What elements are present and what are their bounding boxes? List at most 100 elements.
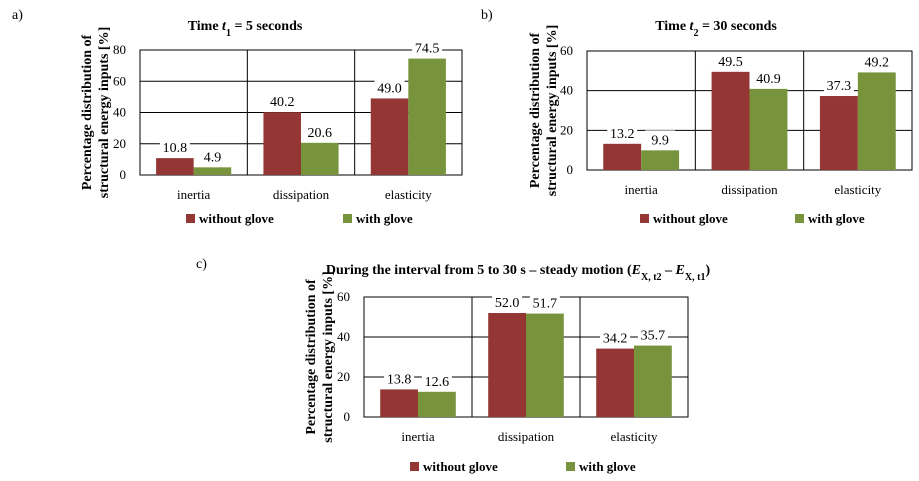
bar-with-glove bbox=[641, 150, 680, 170]
chart-title-part: 1 bbox=[226, 28, 231, 39]
y-tick-label: 0 bbox=[120, 167, 127, 182]
data-label-bg bbox=[645, 130, 676, 148]
chart-title-part: – bbox=[662, 263, 676, 278]
chart-title: Time t2 = 30 seconds bbox=[655, 19, 777, 39]
legend-swatch bbox=[795, 214, 804, 223]
data-label-bg bbox=[412, 38, 443, 56]
data-label: 35.7 bbox=[641, 329, 666, 344]
legend-swatch bbox=[640, 214, 649, 223]
data-label-bg bbox=[374, 78, 405, 96]
y-axis-label-line: Percentage distribution of bbox=[528, 33, 543, 189]
legend-label: with glove bbox=[356, 211, 413, 226]
data-label: 9.9 bbox=[651, 133, 669, 148]
y-tick-label: 40 bbox=[560, 83, 573, 98]
bar-with-glove bbox=[526, 313, 564, 417]
bar-with-glove bbox=[749, 88, 788, 170]
data-label-bg bbox=[529, 293, 560, 311]
x-tick-label: elasticity bbox=[385, 187, 432, 202]
data-label-bg bbox=[421, 371, 452, 389]
y-tick-label: 0 bbox=[344, 409, 351, 424]
bar-without-glove bbox=[380, 389, 418, 417]
y-tick-label: 60 bbox=[113, 73, 126, 88]
x-tick-label: elasticity bbox=[611, 429, 658, 444]
x-tick-label: elasticity bbox=[834, 182, 881, 197]
bar-with-glove bbox=[418, 391, 456, 417]
bar-without-glove bbox=[263, 112, 301, 175]
chart-title: Time t1 = 5 seconds bbox=[188, 19, 303, 39]
y-tick-label: 60 bbox=[337, 289, 350, 304]
bar-without-glove bbox=[819, 96, 858, 170]
legend-swatch bbox=[343, 214, 352, 223]
data-label: 37.3 bbox=[827, 79, 852, 94]
chart-title-part: E bbox=[675, 263, 685, 278]
data-label-bg bbox=[823, 76, 854, 94]
data-label-bg bbox=[267, 92, 298, 110]
data-label: 52.0 bbox=[495, 296, 520, 311]
chart-title-part: = 30 seconds bbox=[698, 19, 777, 34]
legend-label: without glove bbox=[199, 211, 274, 226]
data-label: 34.2 bbox=[603, 332, 628, 347]
data-label: 10.8 bbox=[163, 141, 188, 156]
x-tick-label: inertia bbox=[177, 187, 210, 202]
data-label-bg bbox=[304, 122, 335, 140]
data-label-bg bbox=[600, 328, 631, 346]
data-label: 12.6 bbox=[425, 375, 450, 390]
chart-panel-c: c) During the interval from 5 to 30 s – s… bbox=[196, 257, 710, 474]
legend-label: without glove bbox=[653, 211, 728, 226]
y-axis-label-line: structural energy inputs [%] bbox=[545, 25, 560, 197]
y-axis-label-line: structural energy inputs [%] bbox=[97, 27, 112, 199]
data-label: 40.2 bbox=[270, 95, 295, 110]
data-label-bg bbox=[715, 51, 746, 69]
chart-panel-b: b) Time t2 = 30 seconds Percentage distrib… bbox=[481, 8, 913, 226]
y-axis-label: Percentage distribution of structural ene… bbox=[80, 27, 112, 199]
bar-with-glove bbox=[857, 72, 896, 170]
legend-label: with glove bbox=[579, 459, 636, 474]
data-label: 13.8 bbox=[387, 372, 412, 387]
chart-panel-a: a) Time t1 = 5 seconds Percentage distribu… bbox=[12, 8, 463, 226]
y-tick-label: 20 bbox=[560, 122, 573, 137]
chart-title-part: X, t2 bbox=[641, 272, 662, 283]
bar-without-glove bbox=[370, 98, 409, 175]
x-tick-label: dissipation bbox=[273, 187, 330, 202]
y-tick-label: 40 bbox=[113, 105, 126, 120]
y-axis-label-line: Percentage distribution of bbox=[80, 35, 95, 191]
data-label-bg bbox=[197, 147, 228, 165]
bar-without-glove bbox=[603, 143, 642, 170]
chart-title-part: ) bbox=[705, 263, 710, 278]
data-label-bg bbox=[637, 325, 668, 343]
panel-letter: b) bbox=[481, 8, 493, 23]
bar-with-glove bbox=[408, 58, 446, 175]
y-tick-label: 20 bbox=[113, 136, 126, 151]
y-axis-label: Percentage distribution of structural ene… bbox=[304, 271, 336, 443]
chart-title: During the interval from 5 to 30 s – ste… bbox=[326, 263, 711, 283]
legend-label: without glove bbox=[423, 459, 498, 474]
chart-title-part: E bbox=[631, 263, 641, 278]
bar-with-glove bbox=[301, 142, 339, 175]
y-tick-label: 0 bbox=[567, 162, 574, 177]
data-label: 51.7 bbox=[533, 297, 558, 312]
x-tick-label: dissipation bbox=[721, 182, 778, 197]
legend-swatch bbox=[566, 462, 575, 471]
data-label-bg bbox=[159, 138, 190, 156]
y-axis-label: Percentage distribution of structural ene… bbox=[528, 25, 560, 197]
data-label: 49.5 bbox=[718, 55, 743, 70]
chart-title-part: Time bbox=[188, 19, 222, 34]
data-label-bg bbox=[753, 68, 784, 86]
data-label: 4.9 bbox=[204, 150, 222, 165]
x-tick-label: dissipation bbox=[498, 429, 555, 444]
y-tick-label: 80 bbox=[113, 42, 126, 57]
data-label-bg bbox=[492, 293, 523, 310]
chart-title-part: X, t1 bbox=[685, 272, 706, 283]
x-tick-label: inertia bbox=[401, 429, 434, 444]
data-label: 74.5 bbox=[415, 42, 440, 57]
y-tick-label: 20 bbox=[337, 369, 350, 384]
legend-label: with glove bbox=[808, 211, 865, 226]
y-tick-label: 40 bbox=[337, 329, 350, 344]
data-label-bg bbox=[861, 52, 892, 70]
bar-without-glove bbox=[156, 158, 194, 175]
data-label-bg bbox=[384, 369, 415, 387]
chart-title-part: t bbox=[690, 19, 695, 34]
chart-title-part: Time bbox=[655, 19, 689, 34]
data-label: 49.0 bbox=[377, 81, 402, 96]
